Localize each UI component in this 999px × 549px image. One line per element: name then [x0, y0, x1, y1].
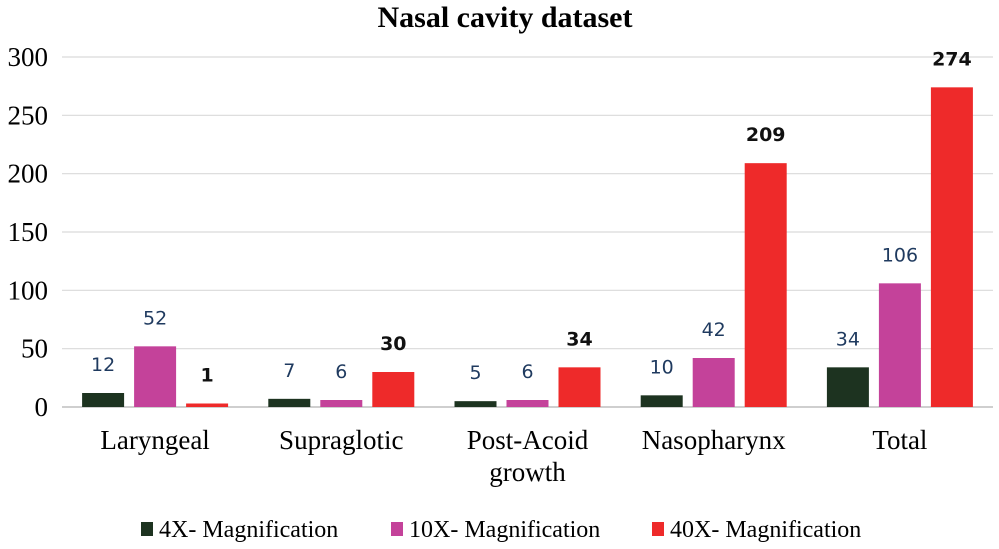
y-tick-label: 100	[8, 275, 49, 305]
data-labels: 12 52 1 7 6 30 5 6 34 10 42 209 34 106 274	[91, 48, 972, 386]
bar	[506, 400, 549, 407]
bar	[372, 372, 415, 407]
data-label: 30	[380, 333, 406, 355]
legend-swatch	[652, 522, 664, 536]
bar	[826, 367, 869, 407]
bar	[134, 346, 177, 407]
bars	[82, 87, 973, 407]
y-tick-label: 250	[8, 100, 49, 130]
data-label: 5	[469, 362, 481, 384]
legend-label: 4X- Magnification	[159, 517, 338, 543]
x-tick-label: Supraglotic	[279, 425, 403, 455]
x-tick-label: Post-Acoid	[467, 425, 589, 455]
legend-label: 40X- Magnification	[670, 517, 861, 543]
data-label: 209	[746, 124, 786, 146]
legend: 4X- Magnification 10X- Magnification 40X- …	[141, 517, 861, 543]
data-label: 10	[650, 356, 674, 378]
bar	[320, 400, 363, 407]
bar	[558, 367, 601, 407]
data-label: 1	[200, 365, 213, 387]
data-label: 7	[283, 360, 295, 382]
data-label: 42	[702, 319, 726, 341]
y-tick-label: 50	[21, 334, 48, 364]
bar	[878, 283, 921, 407]
data-label: 34	[836, 328, 860, 350]
bar	[930, 87, 973, 407]
legend-swatch	[141, 522, 153, 536]
y-tick-label: 150	[8, 217, 49, 247]
data-label: 6	[521, 361, 533, 383]
y-tick-label: 200	[8, 159, 49, 189]
data-label: 6	[335, 361, 347, 383]
bar	[454, 401, 497, 407]
chart-title: Nasal cavity dataset	[378, 1, 633, 34]
data-label: 52	[143, 307, 167, 329]
bar	[82, 393, 125, 407]
x-tick-label: Nasopharynx	[642, 425, 786, 455]
gridlines	[62, 56, 993, 408]
y-axis-ticks: 0 50 100 150 200 250 300	[8, 42, 49, 422]
x-tick-label: Laryngeal	[100, 425, 209, 455]
data-label: 12	[91, 354, 115, 376]
x-tick-label: Total	[872, 425, 927, 455]
legend-swatch	[391, 522, 403, 536]
legend-label: 10X- Magnification	[409, 517, 600, 543]
bar	[640, 395, 683, 407]
y-tick-label: 300	[8, 42, 49, 72]
bar	[268, 398, 311, 407]
data-label: 34	[566, 328, 592, 350]
bar	[692, 358, 735, 407]
bar	[186, 403, 229, 407]
x-tick-label: growth	[489, 457, 566, 487]
data-label: 274	[932, 48, 972, 70]
y-tick-label: 0	[35, 392, 49, 422]
data-label: 106	[882, 244, 918, 266]
bar	[744, 163, 787, 407]
